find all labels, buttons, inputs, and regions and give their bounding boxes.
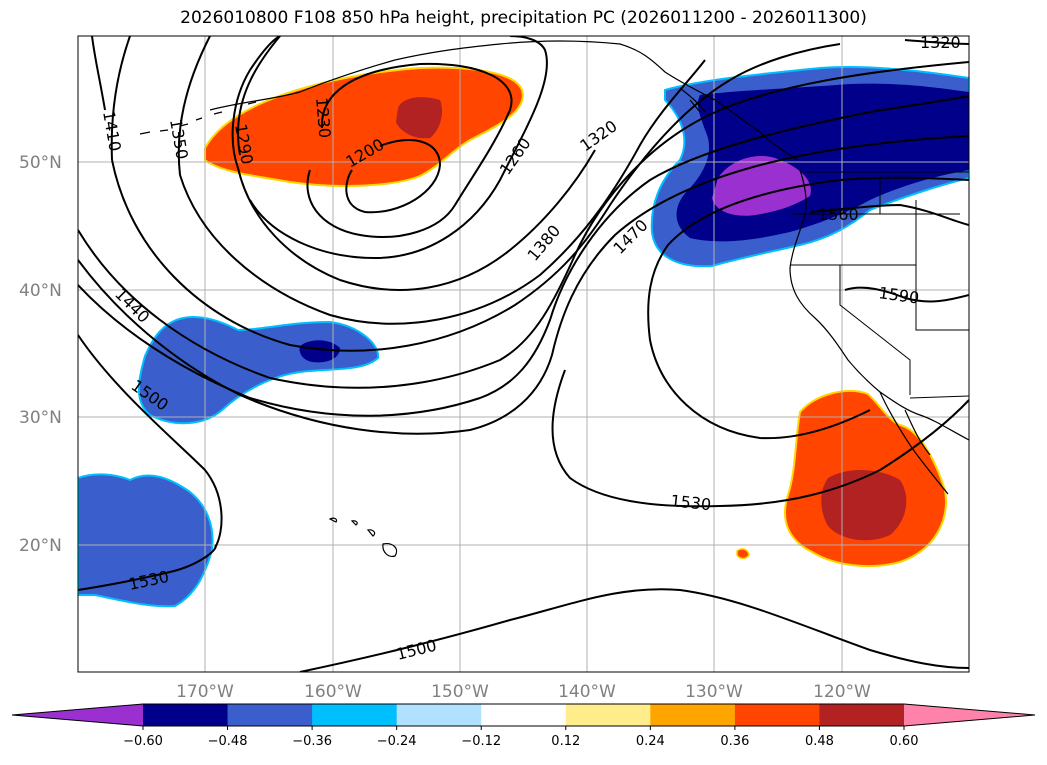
- precip-strong-north-pacific: [396, 97, 443, 139]
- map-plot-area: 1410 1350 1290 1230 1200 1260 1320 1380 …: [78, 33, 969, 672]
- lat-label-30n: 30°N: [19, 408, 62, 428]
- lon-label-160w: 160°W: [304, 682, 362, 702]
- lon-label-140w: 140°W: [558, 682, 616, 702]
- contour-label-1560: 1560: [818, 205, 859, 224]
- colorbar-tick-label: 0.60: [890, 734, 919, 749]
- border-interior: [880, 200, 960, 265]
- colorbar-swatch: [143, 704, 229, 726]
- latitude-labels: 50°N 40°N 30°N 20°N: [19, 153, 62, 556]
- colorbar-swatch: [396, 704, 482, 726]
- precip-negative-southwest: [78, 473, 214, 608]
- precip-positive-small-cell: [736, 548, 750, 560]
- hawaii-islands: [328, 517, 398, 557]
- border-us-mexico: [909, 395, 969, 399]
- plot-frame: [77, 35, 970, 673]
- border-or-ca: [790, 264, 969, 331]
- map-title: 2026010800 F108 850 hPa height, precipit…: [180, 8, 867, 28]
- lon-label-130w: 130°W: [685, 682, 743, 702]
- contour-1470: [647, 176, 969, 440]
- precip-strong-east-subtropical: [821, 469, 907, 541]
- lat-label-40n: 40°N: [19, 281, 62, 301]
- contour-1200: [345, 139, 442, 214]
- colorbar-extend-low: [12, 704, 143, 726]
- contour-1320: [177, 36, 706, 325]
- colorbar-tick-label: −0.12: [461, 734, 501, 749]
- contour-1290: [231, 36, 596, 291]
- contour-1230: [306, 62, 513, 238]
- lon-label-150w: 150°W: [431, 682, 489, 702]
- contour-1530: [78, 369, 969, 591]
- contour-1560: [809, 203, 969, 226]
- colorbar-tick-label: 0.12: [551, 734, 580, 749]
- colorbar-swatch: [481, 704, 567, 726]
- contour-1500: [78, 334, 969, 672]
- coastline-west-coast: [789, 169, 969, 441]
- state-borders: [790, 171, 969, 399]
- colorbar-swatch: [734, 704, 820, 726]
- contour-label-1320-ne: 1320: [920, 33, 961, 52]
- contour-1260: [237, 36, 548, 260]
- longitude-labels: 170°W 160°W 150°W 140°W 130°W 120°W: [176, 682, 871, 702]
- colorbar-tick-label: −0.36: [292, 734, 332, 749]
- coastline-alaska: [209, 40, 799, 161]
- colorbar-tick-label: −0.48: [208, 734, 248, 749]
- colorbar-swatch: [819, 704, 905, 726]
- colorbar-extend-high: [904, 704, 1035, 726]
- contour-label-1230: 1230: [312, 97, 334, 139]
- contour-1350: [110, 36, 841, 352]
- colorbar-tick-label: 0.48: [805, 734, 834, 749]
- lat-label-20n: 20°N: [19, 536, 62, 556]
- colorbar-tick-label: −0.24: [377, 734, 417, 749]
- contour-1440: [78, 135, 969, 435]
- coastlines: [139, 40, 969, 557]
- colorbar-tick-label: 0.36: [720, 734, 749, 749]
- colorbar-tick-label: −0.60: [123, 734, 163, 749]
- contour-1320-ne: [904, 39, 969, 45]
- border-ca-nv: [839, 265, 911, 395]
- contour-1380: [78, 61, 969, 389]
- colorbar-swatch: [650, 704, 736, 726]
- precip-strong-central-pacific: [299, 340, 340, 363]
- colorbar: −0.60 −0.48 −0.36 −0.24 −0.12 0.12 0.24 0.36 0.4…: [11, 703, 1036, 749]
- aleutian-islands: [139, 101, 257, 135]
- colorbar-swatch: [565, 704, 651, 726]
- contour-1410: [78, 36, 969, 417]
- lat-label-50n: 50°N: [19, 153, 62, 173]
- precip-positive-north-pacific: [204, 66, 524, 187]
- colorbar-swatch: [227, 704, 313, 726]
- colorbar-swatch: [312, 704, 398, 726]
- gridlines: [78, 36, 969, 672]
- contour-1590: [844, 286, 969, 303]
- colorbar-tick-label: 0.24: [636, 734, 665, 749]
- lon-label-120w: 120°W: [813, 682, 871, 702]
- lon-label-170w: 170°W: [176, 682, 234, 702]
- height-contours: [78, 36, 969, 672]
- contour-label-1530-east: 1530: [670, 491, 712, 514]
